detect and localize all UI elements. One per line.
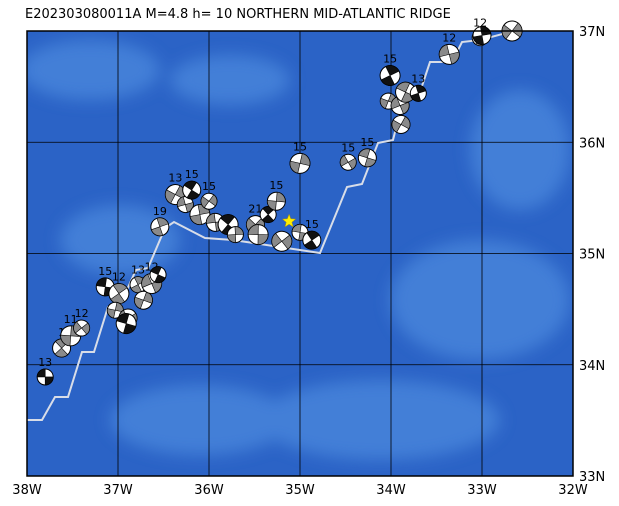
map-frame — [26, 30, 574, 477]
lon-label: 33W — [467, 483, 497, 498]
compression-quadrant — [200, 194, 218, 209]
bathymetry — [27, 40, 570, 460]
beachball — [357, 148, 377, 168]
depth-label: 15 — [341, 141, 355, 154]
compression-quadrant — [247, 224, 269, 245]
compression-quadrant — [150, 266, 166, 283]
beachball — [339, 153, 357, 171]
compression-quadrant — [339, 154, 357, 170]
beachball — [189, 204, 211, 226]
compression-quadrant — [267, 191, 286, 211]
lon-label: 32W — [558, 483, 588, 498]
beachball — [108, 283, 130, 305]
depth-label: 19 — [153, 205, 167, 218]
beachball — [379, 65, 401, 86]
beachball — [115, 313, 137, 335]
compression-quadrant — [227, 226, 244, 243]
beachball — [176, 196, 194, 214]
ridge-axis — [27, 31, 511, 421]
focal-mechanisms: 1311112151213121913151521151515151515131… — [36, 17, 523, 386]
depth-label: 15 — [305, 218, 319, 231]
beachball — [149, 266, 167, 284]
depth-label: 15 — [293, 140, 307, 153]
beachball — [247, 224, 269, 246]
compression-quadrant — [501, 22, 523, 40]
lon-label: 35W — [285, 483, 315, 498]
beachball — [271, 230, 293, 252]
beachball — [395, 81, 417, 103]
lat-label: 34N — [579, 359, 605, 374]
beachball — [391, 114, 411, 134]
compression-quadrant — [289, 153, 311, 174]
depth-label: 12 — [75, 307, 89, 320]
lon-label: 36W — [194, 483, 224, 498]
compression-quadrant — [303, 230, 320, 250]
beachball — [259, 206, 277, 224]
beachball — [302, 230, 322, 250]
lat-label: 33N — [579, 470, 605, 485]
depth-label: 15 — [185, 168, 199, 181]
depth-label: 15 — [98, 265, 112, 278]
depth-label: 15 — [269, 179, 283, 192]
depth-label: 13 — [168, 172, 182, 185]
beachball — [226, 226, 244, 244]
depth-label: 21 — [248, 203, 262, 216]
beachball — [182, 180, 202, 200]
beachball — [106, 301, 124, 319]
compression-quadrant — [271, 232, 293, 250]
depth-label: 15 — [360, 136, 374, 149]
compression-quadrant — [380, 65, 400, 86]
beachball — [133, 290, 153, 310]
depth-label: 12 — [442, 31, 456, 44]
compression-quadrant — [183, 180, 200, 200]
depth-label: 13 — [38, 356, 52, 369]
compression-quadrant — [358, 148, 377, 168]
beachball — [73, 319, 91, 337]
beachball — [289, 152, 311, 174]
compression-quadrant — [73, 321, 90, 335]
beachball — [150, 217, 170, 237]
beachball — [409, 84, 427, 102]
depth-label: 13 — [131, 264, 145, 277]
compression-quadrant — [391, 116, 411, 133]
beachball — [266, 191, 286, 211]
map-title: E202303080011A M=4.8 h= 10 NORTHERN MID-… — [25, 7, 451, 22]
depth-label: 15 — [383, 53, 397, 66]
depth-label: 11 — [64, 313, 78, 326]
depth-label: 12 — [112, 271, 126, 284]
lon-label: 38W — [12, 483, 42, 498]
beachball — [200, 192, 218, 210]
compression-quadrant — [150, 217, 169, 237]
lat-label: 36N — [579, 136, 605, 151]
depth-label: 15 — [202, 180, 216, 193]
compression-quadrant — [36, 368, 54, 386]
epicenter-star — [281, 213, 297, 228]
compression-quadrant — [438, 44, 460, 65]
depth-label: 13 — [411, 72, 425, 85]
compression-quadrant — [116, 313, 137, 334]
beachball — [36, 368, 54, 386]
lon-label: 34W — [376, 483, 406, 498]
lat-label: 35N — [579, 248, 605, 263]
compression-quadrant — [410, 85, 427, 102]
lon-label: 37W — [103, 483, 133, 498]
lat-label: 37N — [579, 25, 605, 40]
beachball — [438, 43, 460, 65]
